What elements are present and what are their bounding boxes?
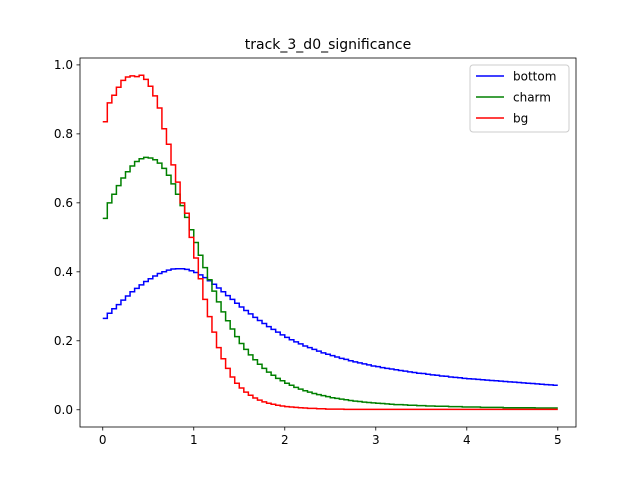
chart-title: track_3_d0_significance bbox=[245, 37, 411, 53]
plot-frame bbox=[79, 57, 577, 428]
y-tick-label: 1.0 bbox=[54, 58, 73, 72]
axes: 0 1 2 3 4 5 0.0 0.2 0.4 0.6 0.8 1.0 bbox=[54, 57, 577, 447]
series-line-bottom bbox=[102, 267, 558, 387]
x-tick-label: 0 bbox=[99, 433, 107, 447]
plot-series-group bbox=[102, 74, 558, 411]
y-tick-label: 0.4 bbox=[54, 265, 73, 279]
series-line-charm bbox=[102, 156, 558, 409]
x-tick-label: 5 bbox=[554, 433, 562, 447]
x-tick-label: 3 bbox=[372, 433, 380, 447]
x-tick-label: 2 bbox=[281, 433, 289, 447]
y-tick-label: 0.0 bbox=[54, 403, 73, 417]
legend: bottom charm bg bbox=[469, 64, 570, 133]
y-tick-label: 0.6 bbox=[54, 196, 73, 210]
legend-box bbox=[469, 64, 570, 133]
x-tick-label: 4 bbox=[463, 433, 471, 447]
legend-label-bg: bg bbox=[513, 112, 528, 126]
y-tick-label: 0.8 bbox=[54, 127, 73, 141]
x-tick-label: 1 bbox=[190, 433, 198, 447]
legend-label-bottom: bottom bbox=[513, 70, 556, 84]
y-tick-label: 0.2 bbox=[54, 334, 73, 348]
series-line-bg bbox=[102, 74, 558, 411]
legend-label-charm: charm bbox=[513, 91, 551, 105]
